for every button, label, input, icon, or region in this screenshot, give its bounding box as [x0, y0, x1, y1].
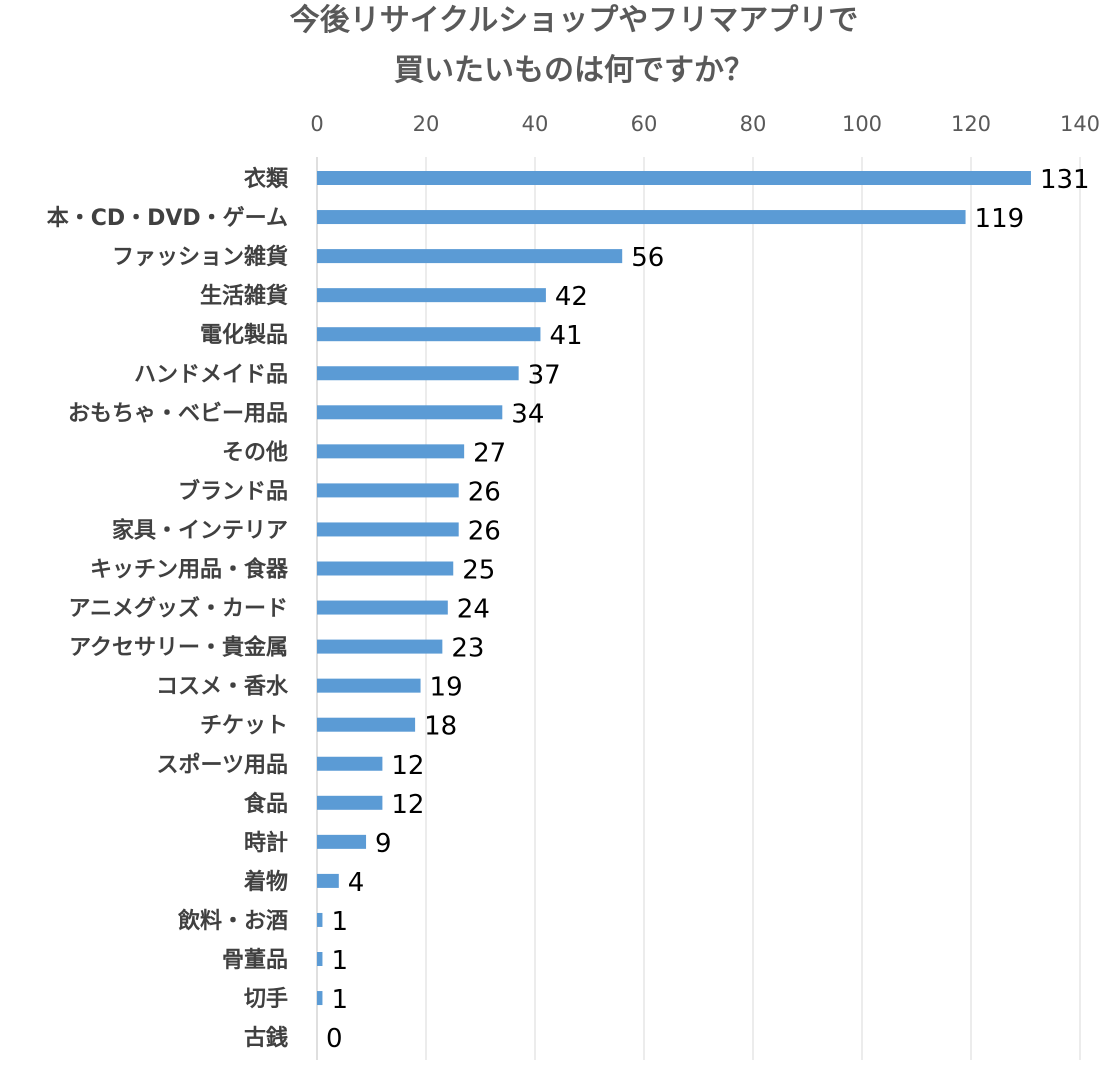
category-label: 電化製品	[200, 322, 288, 348]
x-tick-label: 60	[631, 112, 658, 136]
category-label: 時計	[244, 830, 288, 856]
data-label: 12	[391, 790, 424, 820]
data-label: 27	[473, 438, 506, 468]
bar	[317, 522, 459, 537]
category-label: キッチン用品・食器	[90, 557, 289, 583]
data-label: 26	[468, 516, 501, 546]
bar	[317, 405, 503, 420]
bar	[317, 991, 323, 1006]
data-label: 0	[326, 1024, 343, 1054]
category-label: アニメグッズ・カード	[68, 596, 288, 622]
bar	[317, 483, 459, 498]
category-label: チケット	[200, 714, 288, 739]
x-tick-label: 120	[951, 112, 991, 136]
data-label: 34	[511, 399, 544, 429]
data-label: 1	[331, 946, 348, 976]
data-label: 18	[424, 712, 457, 742]
x-tick-label: 20	[413, 112, 440, 136]
category-label: おもちゃ・ベビー用品	[68, 401, 288, 426]
bar	[317, 912, 323, 927]
category-label: 飲料・お酒	[177, 908, 288, 934]
bar	[317, 600, 448, 615]
x-tick-label: 80	[740, 112, 767, 136]
category-label: 生活雑貨	[200, 283, 288, 309]
bar	[317, 678, 421, 693]
data-label: 1	[331, 907, 348, 937]
data-label: 26	[468, 477, 501, 507]
bar	[317, 327, 541, 342]
gridlines	[316, 157, 1081, 1060]
category-label: ファッション雑貨	[112, 244, 288, 270]
category-label: ブランド品	[178, 478, 288, 504]
category-label: その他	[222, 440, 288, 465]
data-label: 25	[462, 556, 495, 586]
bar	[317, 366, 519, 381]
category-label: ハンドメイド品	[134, 362, 288, 387]
category-label: アクセサリー・貴金属	[69, 635, 288, 661]
data-label: 9	[375, 829, 392, 859]
bar	[317, 952, 323, 966]
data-label: 12	[391, 751, 424, 781]
chart-title: 今後リサイクルショップやフリマアプリで 買いたいものは何ですか？	[290, 3, 859, 88]
bar	[317, 561, 454, 576]
x-tick-label: 40	[522, 112, 549, 136]
category-label: 衣類	[244, 166, 289, 192]
data-label: 42	[555, 282, 588, 312]
category-label: スポーツ用品	[156, 752, 288, 778]
data-label: 4	[348, 868, 365, 898]
category-label: 古銭	[244, 1025, 288, 1051]
bar	[317, 249, 623, 264]
data-label: 23	[451, 634, 484, 664]
data-label: 19	[430, 673, 463, 703]
bar	[317, 210, 966, 225]
data-label: 41	[549, 321, 582, 351]
category-labels: 衣類本・CD・DVD・ゲームファッション雑貨生活雑貨電化製品ハンドメイド品おもち…	[47, 166, 289, 1051]
x-tick-label: 100	[842, 112, 882, 136]
bar	[317, 288, 546, 303]
category-label: 着物	[243, 869, 288, 895]
x-tick-label: 0	[310, 112, 323, 136]
chart-title-line-1: 今後リサイクルショップやフリマアプリで	[290, 3, 859, 38]
bar	[317, 639, 443, 654]
x-axis-ticks: 0 20 40 60 80 100 120 140	[310, 112, 1100, 136]
x-tick-label: 140	[1060, 112, 1100, 136]
data-label: 131	[1040, 165, 1090, 195]
data-label: 24	[457, 595, 490, 625]
category-label: コスメ・香水	[156, 675, 289, 700]
category-label: 骨董品	[222, 948, 288, 973]
bar	[317, 444, 465, 459]
bar	[317, 834, 367, 849]
bar	[317, 756, 383, 771]
bar	[317, 171, 1031, 185]
data-labels: 1311195642413734272626252423191812129411…	[326, 165, 1090, 1054]
bars	[317, 171, 1031, 1006]
chart-title-line-2: 買いたいものは何ですか？	[394, 53, 754, 88]
category-label: 家具・インテリア	[112, 517, 288, 543]
category-label: 食品	[244, 791, 288, 817]
bar	[317, 873, 339, 888]
category-label: 切手	[244, 987, 288, 1012]
bar	[317, 717, 416, 732]
data-label: 37	[528, 360, 561, 390]
data-label: 119	[975, 204, 1025, 234]
bar	[317, 795, 383, 810]
data-label: 56	[631, 243, 664, 273]
category-label: 本・CD・DVD・ゲーム	[47, 206, 288, 231]
data-label: 1	[331, 985, 348, 1015]
